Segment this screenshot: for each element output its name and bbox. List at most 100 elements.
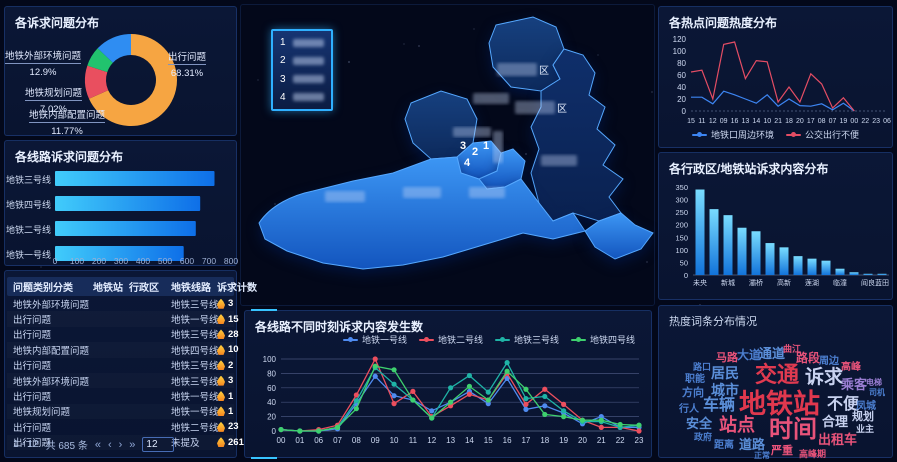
first-page-button[interactable]: « — [94, 438, 101, 451]
data-point[interactable] — [561, 401, 567, 407]
data-point[interactable] — [297, 428, 303, 434]
vbar-10[interactable] — [835, 268, 845, 275]
map-district[interactable] — [584, 212, 654, 260]
data-point[interactable] — [504, 360, 510, 366]
data-point[interactable] — [447, 403, 454, 409]
hbar-地铁二号线[interactable] — [55, 221, 196, 236]
data-point[interactable] — [353, 392, 359, 398]
vbar-6[interactable] — [779, 247, 789, 275]
data-point[interactable] — [636, 428, 642, 434]
hbar-地铁四号线[interactable] — [55, 196, 201, 211]
vbar-12[interactable] — [863, 273, 873, 275]
data-point[interactable] — [447, 399, 454, 405]
data-point[interactable] — [542, 411, 548, 418]
x-tick-label: 15 — [687, 118, 695, 125]
table-row[interactable]: 地铁内部配置问题 地铁四号线 10 — [7, 342, 239, 357]
page-input[interactable] — [142, 437, 175, 452]
data-point[interactable] — [410, 388, 416, 394]
legend-item-公交出行不便[interactable]: 公交出行不便 — [786, 128, 859, 141]
map-district[interactable] — [530, 48, 624, 222]
prev-page-button[interactable]: ‹ — [107, 438, 112, 451]
rank-item[interactable]: 3 — [280, 74, 324, 85]
data-point[interactable] — [485, 389, 491, 395]
donut-slice-2[interactable] — [87, 48, 113, 73]
data-point[interactable] — [353, 406, 359, 412]
data-point[interactable] — [466, 391, 473, 397]
rank-item[interactable]: 4 — [280, 92, 324, 103]
data-point[interactable] — [504, 375, 510, 382]
data-point[interactable] — [561, 414, 567, 420]
legend-item-地铁一号线[interactable]: 地铁一号线 — [342, 333, 407, 346]
data-point[interactable] — [466, 383, 473, 389]
data-point[interactable] — [372, 356, 378, 362]
data-point[interactable] — [485, 401, 491, 407]
data-point[interactable] — [391, 401, 397, 407]
last-page-button[interactable]: » — [129, 438, 136, 451]
table-row[interactable]: 出行问题 地铁三号线 2 — [7, 358, 234, 373]
table-row[interactable]: 出行问题 地铁一号线 15 — [7, 311, 239, 327]
legend-item-地铁二号线[interactable]: 地铁二号线 — [418, 333, 483, 346]
data-point[interactable] — [579, 417, 586, 423]
vbar-2[interactable] — [723, 215, 733, 275]
hbar-地铁一号线[interactable] — [55, 246, 184, 261]
data-point[interactable] — [636, 422, 642, 428]
data-point[interactable] — [316, 428, 322, 434]
map-district[interactable] — [258, 156, 586, 270]
data-point[interactable] — [504, 368, 510, 374]
table-row[interactable]: 地铁外部环境问题 地铁三号线 3 — [7, 373, 234, 388]
vbar-5[interactable] — [765, 243, 775, 275]
data-point[interactable] — [485, 397, 491, 403]
data-point[interactable] — [429, 408, 435, 414]
map-district[interactable] — [488, 16, 565, 92]
vbar-7[interactable] — [793, 256, 803, 275]
donut-slice-0[interactable] — [89, 34, 178, 127]
data-point[interactable] — [523, 396, 529, 402]
data-point[interactable] — [372, 373, 378, 379]
data-point[interactable] — [542, 386, 548, 392]
hbar-地铁三号线[interactable] — [55, 171, 215, 186]
data-point[interactable] — [466, 372, 473, 379]
data-point[interactable] — [523, 406, 529, 412]
donut-slice-3[interactable] — [97, 34, 131, 63]
vbar-0[interactable] — [695, 189, 705, 275]
vbar-1[interactable] — [709, 209, 719, 275]
data-point[interactable] — [391, 367, 397, 373]
table-row[interactable]: 出行问题 地铁二号线 23 — [7, 419, 239, 434]
vbar-11[interactable] — [849, 272, 859, 275]
table-row[interactable]: 出行问题 地铁三号线 28 — [7, 327, 239, 342]
data-point[interactable] — [278, 426, 284, 433]
rank-item[interactable]: 1 — [280, 37, 324, 48]
legend-item-地铁四号线[interactable]: 地铁四号线 — [570, 333, 635, 346]
table-row[interactable]: 出行问题 地铁一号线 1 — [7, 388, 234, 404]
rank-item[interactable]: 2 — [280, 55, 324, 66]
data-point[interactable] — [334, 424, 341, 430]
vbar-4[interactable] — [751, 231, 761, 275]
donut-slice-1[interactable] — [84, 65, 109, 99]
data-point[interactable] — [561, 408, 567, 414]
data-point[interactable] — [429, 415, 435, 421]
data-point[interactable] — [372, 363, 378, 369]
data-point[interactable] — [598, 414, 604, 420]
legend-item-地铁三号线[interactable]: 地铁三号线 — [494, 333, 559, 346]
data-point[interactable] — [542, 393, 548, 400]
data-point[interactable] — [410, 397, 416, 403]
data-point[interactable] — [523, 386, 529, 392]
table-row[interactable]: 地铁规划问题 地铁一号线 1 — [7, 404, 234, 419]
vbar-9[interactable] — [821, 260, 831, 275]
table-row[interactable]: 出行问题 未提及 261 — [7, 435, 244, 450]
vbar-8[interactable] — [807, 258, 817, 275]
next-page-button[interactable]: › — [118, 438, 123, 451]
data-point[interactable] — [598, 424, 604, 430]
data-point[interactable] — [391, 381, 397, 387]
data-point[interactable] — [598, 417, 604, 423]
data-point[interactable] — [523, 401, 529, 407]
data-point[interactable] — [353, 398, 359, 404]
vbar-3[interactable] — [737, 227, 747, 275]
data-point[interactable] — [447, 385, 454, 391]
vbar-13[interactable] — [877, 273, 887, 275]
table-row[interactable]: 地铁外部环境问题 地铁三号线 3 — [7, 296, 234, 311]
data-point[interactable] — [542, 403, 548, 409]
legend-item-地铁口周边环境[interactable]: 地铁口周边环境 — [691, 128, 774, 141]
data-point[interactable] — [617, 421, 623, 428]
data-point[interactable] — [391, 393, 397, 399]
